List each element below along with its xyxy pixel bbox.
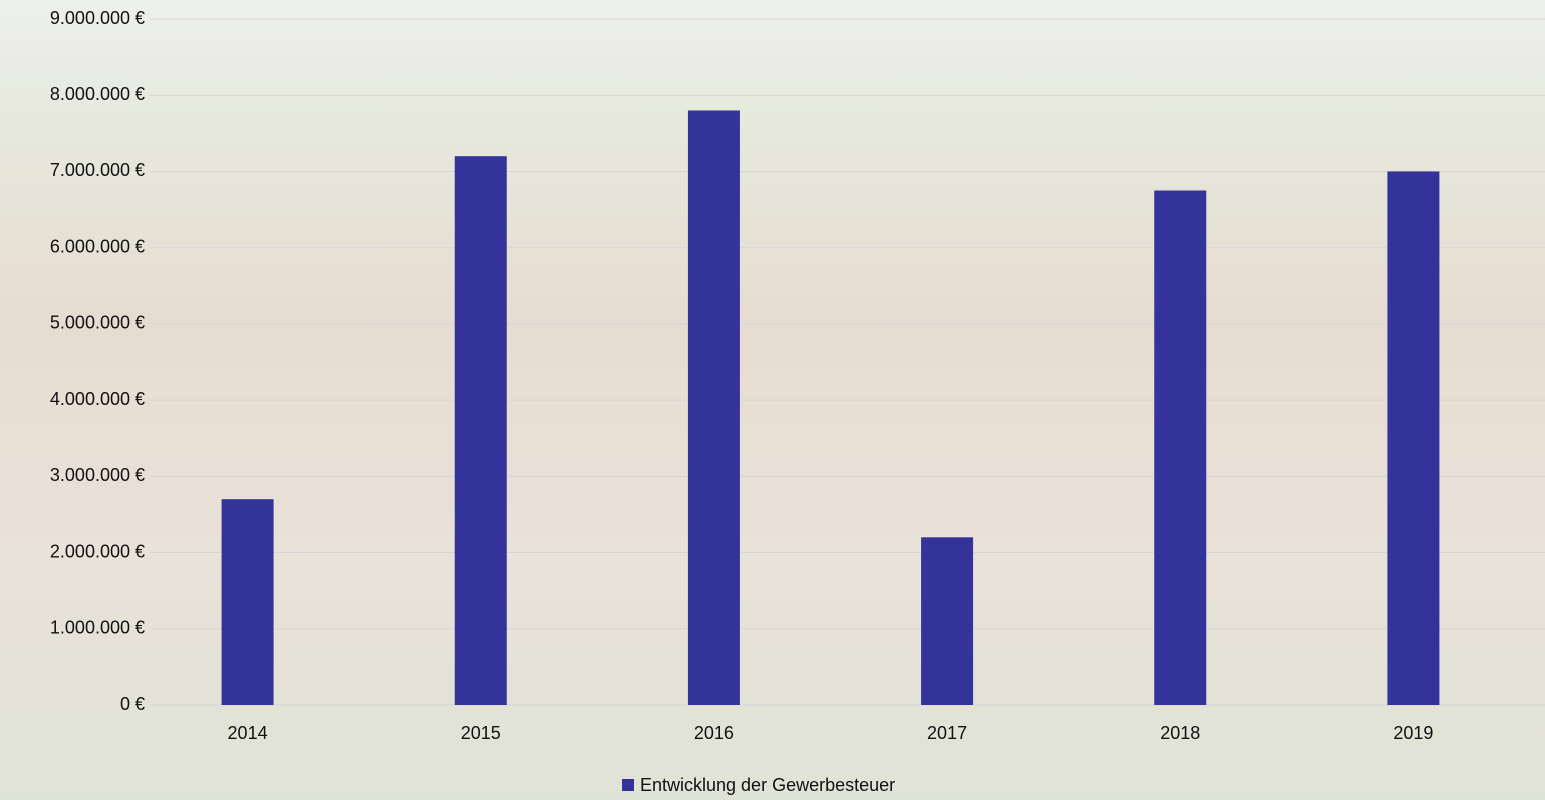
bar [687,110,740,705]
legend-label: Entwicklung der Gewerbesteuer [640,775,895,795]
x-tick-label: 2018 [1160,723,1200,743]
x-tick-label: 2017 [927,723,967,743]
bar [1154,190,1207,705]
x-tick-label: 2019 [1393,723,1433,743]
y-tick-label: 9.000.000 € [50,8,145,28]
y-tick-label: 2.000.000 € [50,541,145,561]
y-tick-label: 8.000.000 € [50,84,145,104]
bar [1387,171,1440,705]
y-tick-label: 4.000.000 € [50,389,145,409]
y-tick-label: 3.000.000 € [50,465,145,485]
bar [454,156,507,705]
legend-swatch [622,779,634,791]
bar [221,499,274,705]
y-tick-label: 1.000.000 € [50,618,145,638]
y-tick-label: 0 € [120,694,145,714]
x-tick-label: 2014 [228,723,268,743]
y-tick-label: 7.000.000 € [50,160,145,180]
x-tick-label: 2015 [461,723,501,743]
bar [921,537,974,705]
y-tick-label: 6.000.000 € [50,236,145,256]
y-tick-label: 5.000.000 € [50,313,145,333]
x-tick-label: 2016 [694,723,734,743]
